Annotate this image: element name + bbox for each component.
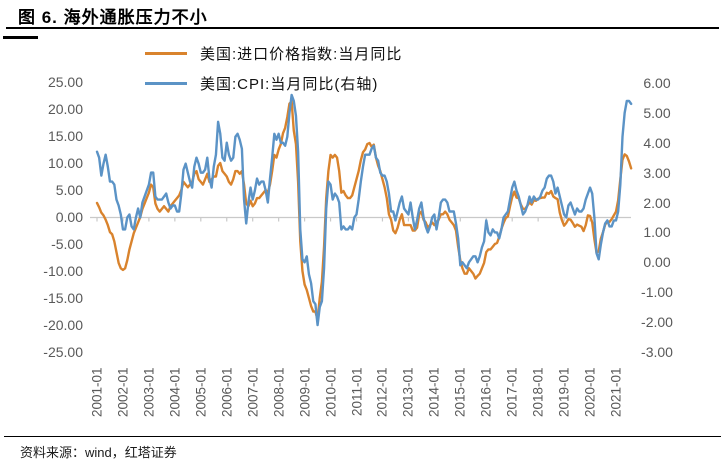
title-rule [6,27,719,29]
right-axis-tick-label: 0.00 [643,254,671,271]
x-axis-tick-label: 2012-01 [374,367,390,417]
legend-item-cpi: 美国:CPI:当月同比(右轴) [145,68,402,98]
left-axis-tick-label: -25.00 [43,344,83,360]
figure-title: 图 6. 海外通胀压力不小 [18,8,208,27]
right-axis-tick-label: -2.00 [641,314,673,331]
cpi-line [95,93,633,327]
x-axis-tick-label: 2009-01 [297,367,313,417]
x-axis-tick-label: 2011-01 [349,367,364,416]
left-axis-tick-label: -20.00 [43,317,83,333]
left-axis-tick-label: 0.00 [55,209,83,225]
right-axis-tick-label: 6.00 [643,75,671,91]
left-axis-tick-label: -5.00 [51,236,83,252]
legend-label-import-price: 美国:进口价格指数:当月同比 [200,45,403,63]
x-axis-tick-label: 2013-01 [400,367,416,417]
x-axis-tick-label: 2015-01 [452,367,468,417]
x-axis-tick-label: 2001-01 [89,367,105,417]
legend-item-import-price: 美国:进口价格指数:当月同比 [145,38,402,68]
x-axis-tick-label: 2002-01 [115,367,131,417]
right-axis-tick-label: 5.00 [643,104,671,121]
right-axis-tick-label: 1.00 [643,224,671,241]
x-axis-tick-label: 2003-01 [141,367,157,417]
x-axis-tick-label: 2006-01 [219,367,235,417]
x-axis-tick-label: 2014-01 [426,367,442,417]
x-axis-tick-label: 2005-01 [193,367,209,417]
orange-line-swatch [145,51,187,55]
left-axis-tick-label: 25.00 [47,74,83,90]
x-axis-tick-label: 2020-01 [582,367,598,417]
right-axis-tick-label: -3.00 [641,344,673,360]
left-axis-tick-label: 5.00 [55,182,83,198]
left-axis-tick-label: 15.00 [47,128,83,144]
x-axis-tick-label: 2004-01 [167,367,183,417]
x-axis-tick-label: 2016-01 [478,367,494,417]
right-axis-tick-label: 2.00 [643,194,671,211]
x-axis-tick-label: 2007-01 [245,367,261,417]
source-note: 资料来源：wind，红塔证券 [20,445,177,460]
left-axis-tick-label: 10.00 [47,155,83,171]
chart-legend: 美国:进口价格指数:当月同比 美国:CPI:当月同比(右轴) [145,38,402,98]
right-axis-tick-label: 3.00 [643,164,671,181]
left-axis-tick-label: -15.00 [43,290,83,306]
x-axis-tick-label: 2017-01 [504,367,520,417]
footer-rule [4,436,721,437]
x-axis-ticks [96,217,617,222]
left-axis-tick-label: -10.00 [43,263,83,279]
x-axis-tick-label: 2008-01 [271,367,287,417]
x-axis-tick-label: 2010-01 [323,367,339,417]
x-axis-tick-label: 2018-01 [530,367,546,417]
x-axis-tick-label: 2019-01 [556,367,572,417]
right-axis-tick-label: 4.00 [643,134,671,151]
right-axis-tick-label: -1.00 [641,284,673,301]
import-price-line [95,100,633,322]
blue-line-swatch [145,81,187,85]
title-accent-dash [3,36,38,39]
legend-label-cpi: 美国:CPI:当月同比(右轴) [200,75,379,93]
x-axis-tick-label: 2021-01 [608,367,624,417]
left-axis-tick-label: 20.00 [47,101,83,117]
